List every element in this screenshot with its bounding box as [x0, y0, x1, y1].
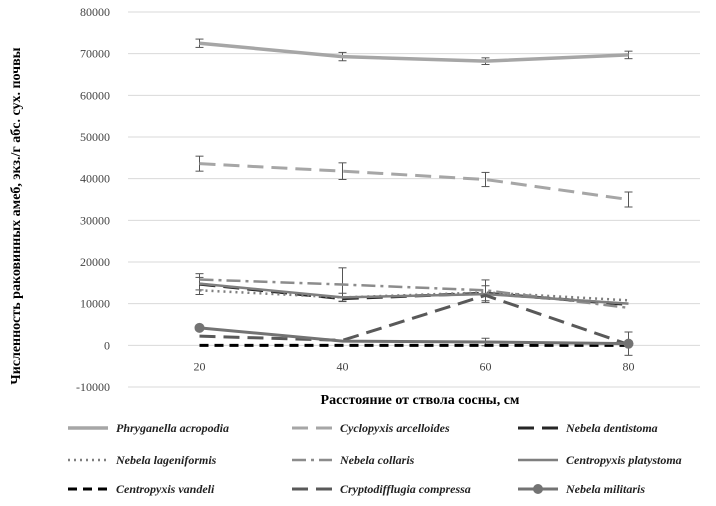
- series-line-cryptodifflugia-compressa: [199, 293, 629, 346]
- data-point-marker: [623, 338, 634, 349]
- legend-label: Cyclopyxis arcelloides: [340, 421, 450, 435]
- legend-label: Centropyxis vandeli: [116, 482, 215, 496]
- x-axis-title: Расстояние от ствола сосны, см: [321, 393, 520, 408]
- series-markers: [194, 322, 634, 349]
- series-line-centropyxis-platystoma: [199, 282, 629, 305]
- legend-label: Phryganella acropodia: [116, 421, 229, 435]
- x-tick-label: 80: [623, 359, 635, 373]
- y-tick-label: 10000: [80, 297, 110, 311]
- legend-marker: [533, 484, 543, 494]
- y-tick-label: 40000: [80, 172, 110, 186]
- series-lines: [199, 41, 629, 347]
- data-point-marker: [194, 322, 205, 333]
- series-line-phryganella-acropodia: [199, 41, 629, 63]
- legend-label: Nebela lageniformis: [115, 453, 217, 467]
- legend-label: Centropyxis platystoma: [566, 453, 682, 467]
- y-tick-label: 20000: [80, 255, 110, 269]
- x-tick-label: 60: [480, 359, 492, 373]
- y-axis-title: Численность раковинных амеб, экз./г абс.…: [9, 47, 24, 384]
- y-axis-ticks: -10000 0 10000 20000 30000 40000 50000 60000 700…: [76, 5, 110, 394]
- x-tick-label: 20: [194, 359, 206, 373]
- legend-label: Cryptodifflugia compressa: [340, 482, 471, 496]
- error-bars: [195, 38, 633, 356]
- legend-label: Nebela dentistoma: [565, 421, 658, 435]
- gridlines: [128, 11, 700, 388]
- legend-label: Nebela collaris: [339, 453, 415, 467]
- series-line-nebela-militaris: [199, 326, 629, 346]
- y-tick-label: 50000: [80, 130, 110, 144]
- series-line-nebela-dentistoma: [199, 282, 629, 306]
- y-tick-label: 70000: [80, 47, 110, 61]
- legend: Phryganella acropodia Cyclopyxis arcelloi…: [68, 421, 682, 496]
- x-axis-ticks: 20 40 60 80: [194, 359, 635, 373]
- legend-label: Nebela militaris: [565, 482, 645, 496]
- y-tick-label: -10000: [76, 380, 110, 394]
- y-tick-label: 80000: [80, 5, 110, 19]
- series-line-cyclopyxis-arcelloides: [199, 162, 629, 201]
- y-tick-label: 0: [104, 338, 110, 352]
- y-tick-label: 60000: [80, 88, 110, 102]
- x-tick-label: 40: [337, 359, 349, 373]
- y-tick-label: 30000: [80, 213, 110, 227]
